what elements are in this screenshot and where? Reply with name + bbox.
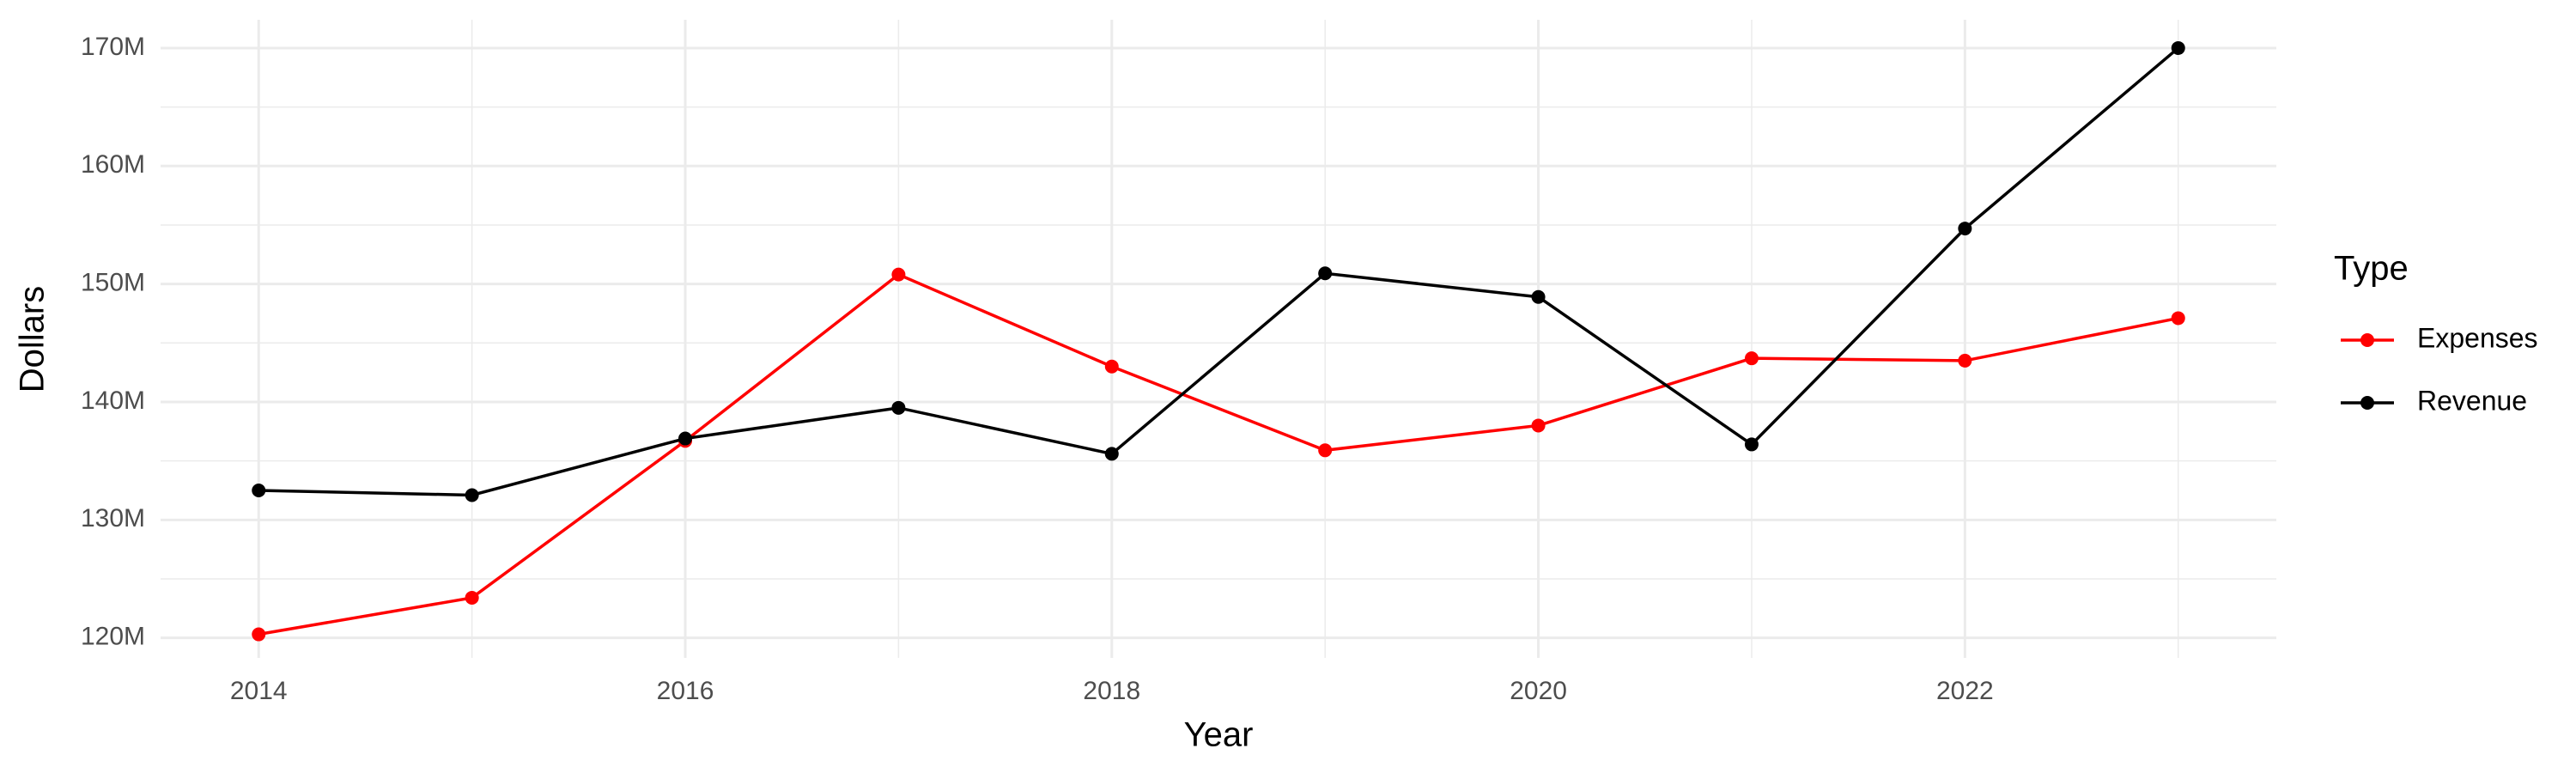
y-axis-title: Dollars	[14, 286, 52, 393]
data-point	[1318, 266, 1333, 281]
data-point	[1531, 289, 1546, 304]
series-line	[258, 46, 2179, 497]
x-tick-label: 2022	[1936, 677, 1994, 705]
data-point	[252, 483, 266, 497]
data-point	[1958, 222, 1972, 236]
data-point	[1744, 351, 1759, 366]
data-point	[465, 590, 479, 605]
legend-key-point	[2360, 396, 2374, 410]
y-tick-label: 120M	[81, 623, 145, 651]
data-point	[1531, 418, 1546, 433]
y-tick-label: 130M	[81, 504, 145, 533]
data-point	[2171, 311, 2185, 326]
legend-label: Revenue	[2417, 385, 2527, 416]
y-tick-label: 170M	[81, 33, 145, 61]
data-point	[678, 431, 693, 446]
data-point	[891, 267, 906, 282]
x-tick-label: 2020	[1510, 677, 1567, 705]
legend-key-point	[2360, 333, 2374, 347]
legend-title: Type	[2334, 250, 2409, 288]
data-point	[2171, 40, 2185, 55]
data-point	[1104, 447, 1119, 461]
x-tick-label: 2016	[657, 677, 714, 705]
data-point	[465, 488, 479, 502]
y-tick-label: 150M	[81, 269, 145, 297]
x-tick-label: 2018	[1083, 677, 1140, 705]
data-point	[252, 627, 266, 642]
y-tick-label: 160M	[81, 150, 145, 179]
y-tick-label: 140M	[81, 386, 145, 415]
x-tick-label: 2014	[230, 677, 288, 705]
series-line	[258, 272, 2179, 636]
data-point	[1744, 437, 1759, 452]
data-point	[891, 400, 906, 415]
data-point	[1318, 443, 1333, 458]
data-point	[1104, 359, 1119, 374]
x-axis-title: Year	[1184, 716, 1254, 754]
legend-label: Expenses	[2417, 322, 2538, 353]
data-point	[1958, 353, 1972, 368]
